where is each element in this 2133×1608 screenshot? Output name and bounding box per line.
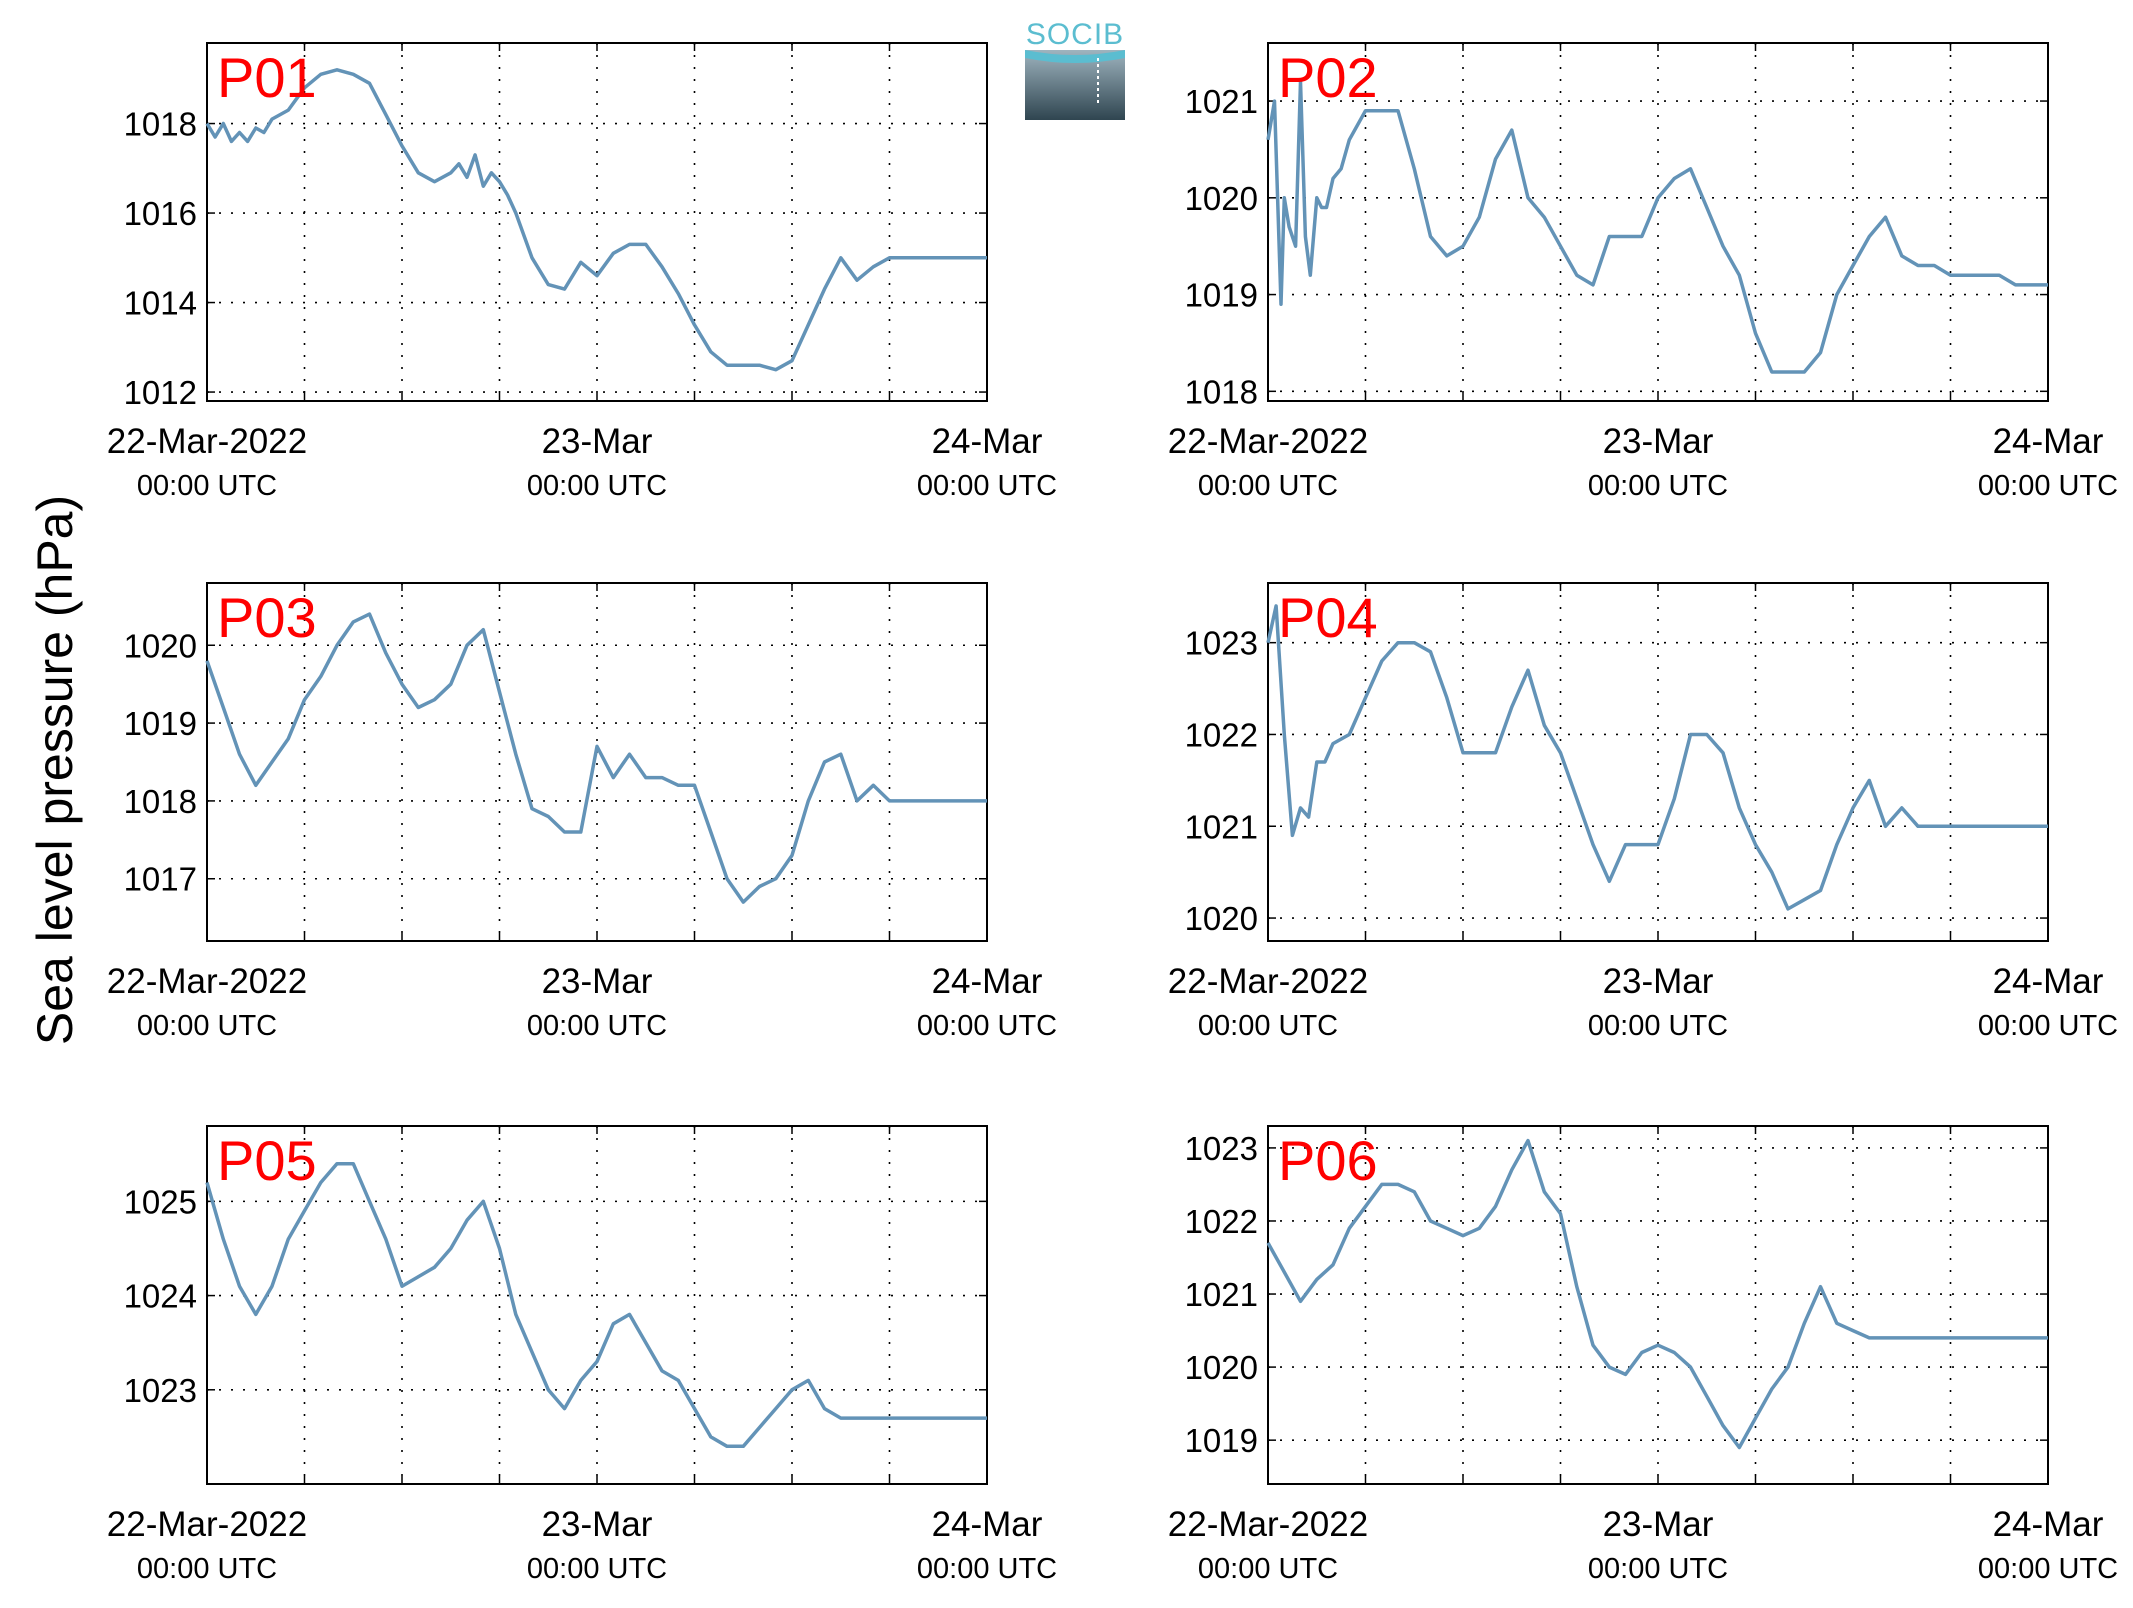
x-tick-label: 24-Mar [932,962,1043,1001]
x-tick-label: 24-Mar [1993,1505,2104,1544]
x-tick-sublabel: 00:00 UTC [1588,1553,1728,1585]
x-tick-label: 24-Mar [1993,962,2104,1001]
y-tick-label: 1018 [1185,373,1258,410]
x-tick-sublabel: 00:00 UTC [1978,1553,2118,1585]
y-tick-label: 1020 [1185,900,1258,937]
x-tick-sublabel: 00:00 UTC [1198,1553,1338,1585]
pressure-line [205,68,987,372]
y-tick-label: 1021 [1185,808,1258,845]
panel-p04: 1020 1021 1022 1023 22-Mar-2022 00:00 UTC 23-M… [1168,582,2118,1042]
x-tick-sublabel: 00:00 UTC [527,1010,667,1042]
panel-label: P01 [217,46,317,109]
plot-area [206,42,988,402]
panel-label: P04 [1278,586,1378,649]
panel-p02: 1018 1019 1020 1021 22-Mar-2022 00:00 UTC 23-M… [1168,42,2118,502]
y-tick-label: 1018 [124,106,197,143]
socib-logo: SOCIB [1025,18,1125,120]
logo-text: SOCIB [1026,18,1124,51]
y-tick-label: 1019 [124,705,197,742]
x-tick-sublabel: 00:00 UTC [1588,470,1728,502]
x-tick-sublabel: 00:00 UTC [137,1553,277,1585]
plot-area [1267,1125,2049,1485]
x-tick-sublabel: 00:00 UTC [137,470,277,502]
plot-area [206,582,988,942]
y-tick-label: 1021 [1185,1276,1258,1313]
x-tick-sublabel: 00:00 UTC [917,470,1057,502]
y-tick-label: 1019 [1185,1422,1258,1459]
x-tick-sublabel: 00:00 UTC [1198,470,1338,502]
x-tick-sublabel: 00:00 UTC [1978,470,2118,502]
y-tick-label: 1023 [1185,625,1258,662]
x-tick-label: 22-Mar-2022 [1168,422,1368,461]
y-tick-label: 1024 [124,1278,197,1315]
pressure-line [205,612,987,904]
panel-p01: 1012 1014 1016 1018 22-Mar-2022 00:00 UTC 23-M… [107,42,1057,502]
x-tick-label: 24-Mar [932,422,1043,461]
pressure-line [1266,604,2048,911]
x-tick-label: 23-Mar [1603,422,1714,461]
x-tick-sublabel: 00:00 UTC [1588,1010,1728,1042]
plot-area [1267,582,2049,942]
panel-p06: 1019 1020 1021 1022 1023 22-Mar-2022 00:00 UTC… [1168,1125,2118,1585]
x-tick-label: 23-Mar [542,422,653,461]
pressure-line [1266,79,2048,374]
x-tick-label: 22-Mar-2022 [107,962,307,1001]
x-tick-label: 22-Mar-2022 [107,1505,307,1544]
panel-label: P02 [1278,46,1378,109]
x-tick-sublabel: 00:00 UTC [917,1010,1057,1042]
panel-p05: 1023 1024 1025 22-Mar-2022 00:00 UTC 23-Mar 00… [107,1125,1057,1585]
panel-label: P03 [217,586,317,649]
y-tick-label: 1017 [124,861,197,898]
x-tick-label: 24-Mar [1993,422,2104,461]
y-tick-label: 1020 [1185,1349,1258,1386]
x-tick-sublabel: 00:00 UTC [527,470,667,502]
panel-label: P05 [217,1129,317,1192]
y-tick-label: 1019 [1185,277,1258,314]
y-tick-label: 1020 [124,627,197,664]
x-tick-label: 23-Mar [1603,1505,1714,1544]
pressure-line [205,1161,987,1449]
plot-area [206,1125,988,1485]
panel-label: P06 [1278,1129,1378,1192]
x-tick-label: 24-Mar [932,1505,1043,1544]
y-tick-label: 1014 [124,285,197,322]
x-tick-label: 23-Mar [1603,962,1714,1001]
x-tick-sublabel: 00:00 UTC [1978,1010,2118,1042]
y-tick-label: 1021 [1185,83,1258,120]
y-tick-label: 1020 [1185,180,1258,217]
x-tick-sublabel: 00:00 UTC [137,1010,277,1042]
y-tick-label: 1023 [1185,1130,1258,1167]
x-tick-sublabel: 00:00 UTC [1198,1010,1338,1042]
panel-p03: 1017 1018 1019 1020 22-Mar-2022 00:00 UTC 23-M… [107,582,1057,1042]
x-tick-label: 22-Mar-2022 [107,422,307,461]
y-tick-label: 1012 [124,374,197,411]
y-tick-label: 1016 [124,195,197,232]
x-tick-label: 22-Mar-2022 [1168,962,1368,1001]
y-tick-label: 1023 [124,1372,197,1409]
x-tick-label: 23-Mar [542,1505,653,1544]
y-tick-label: 1022 [1185,716,1258,753]
x-tick-sublabel: 00:00 UTC [527,1553,667,1585]
y-tick-label: 1018 [124,783,197,820]
x-tick-label: 23-Mar [542,962,653,1001]
x-tick-sublabel: 00:00 UTC [917,1553,1057,1585]
pressure-line [1266,1138,2048,1450]
plot-area [1267,42,2049,402]
y-tick-label: 1022 [1185,1203,1258,1240]
y-axis-label: Sea level pressure (hPa) [27,495,83,1045]
y-tick-label: 1025 [124,1183,197,1220]
x-tick-label: 22-Mar-2022 [1168,1505,1368,1544]
